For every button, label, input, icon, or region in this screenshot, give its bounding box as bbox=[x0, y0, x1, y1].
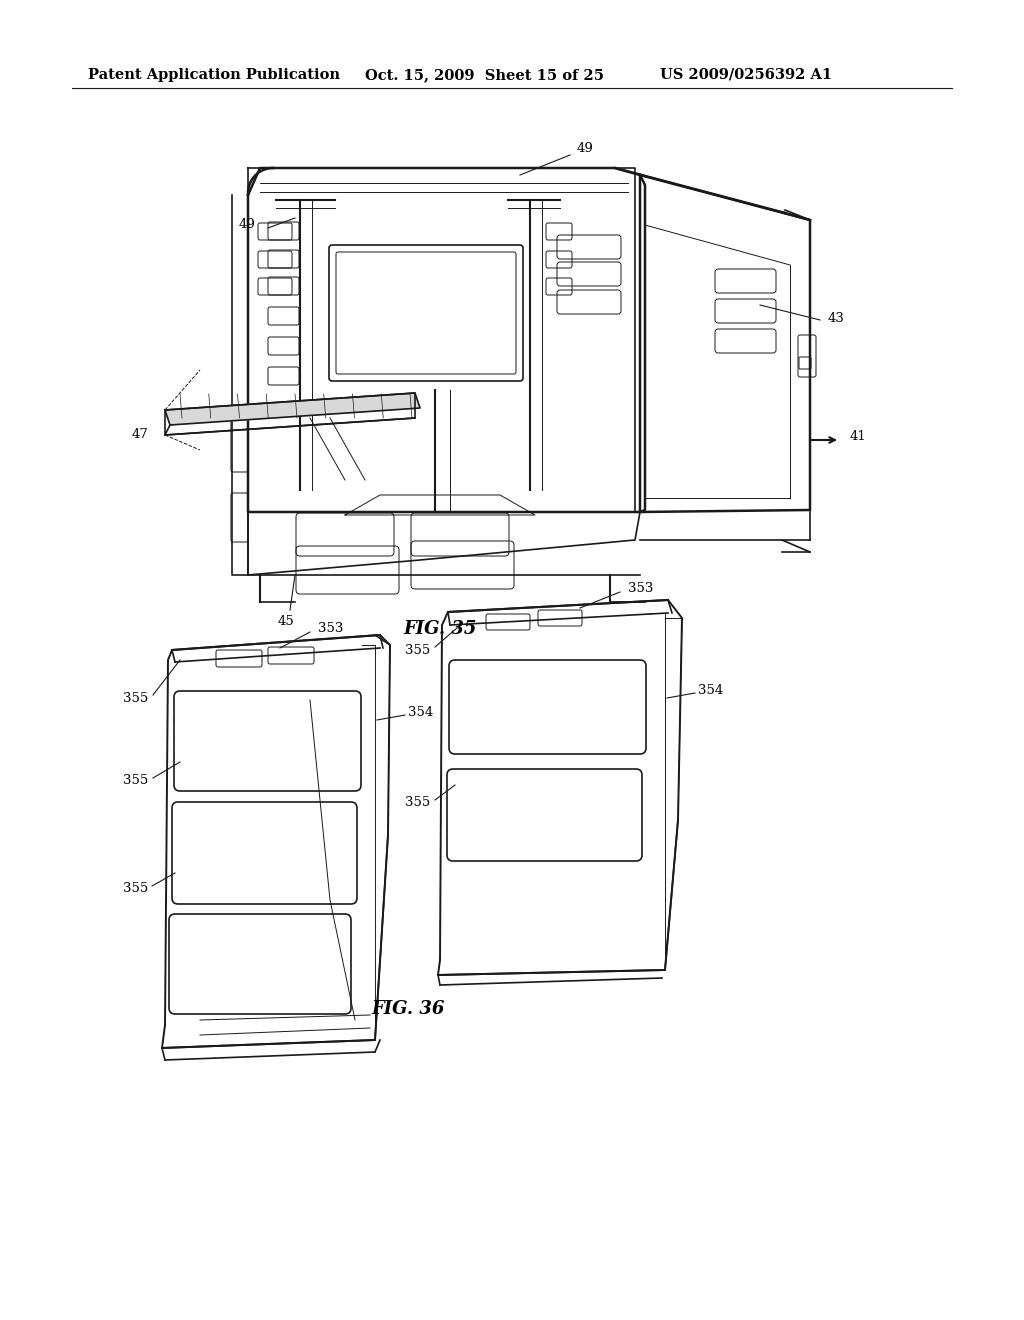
Text: 353: 353 bbox=[318, 622, 343, 635]
Text: 43: 43 bbox=[828, 312, 845, 325]
Text: 354: 354 bbox=[698, 684, 723, 697]
Text: US 2009/0256392 A1: US 2009/0256392 A1 bbox=[660, 69, 833, 82]
Text: 355: 355 bbox=[123, 774, 148, 787]
Text: 45: 45 bbox=[278, 615, 295, 628]
Polygon shape bbox=[165, 393, 420, 425]
Text: 41: 41 bbox=[850, 430, 866, 444]
Text: FIG. 36: FIG. 36 bbox=[372, 1001, 444, 1018]
Text: FIG. 35: FIG. 35 bbox=[403, 620, 477, 638]
Text: 353: 353 bbox=[628, 582, 653, 594]
Text: 355: 355 bbox=[404, 644, 430, 656]
Text: Oct. 15, 2009  Sheet 15 of 25: Oct. 15, 2009 Sheet 15 of 25 bbox=[365, 69, 604, 82]
Text: Patent Application Publication: Patent Application Publication bbox=[88, 69, 340, 82]
Text: 49: 49 bbox=[239, 219, 255, 231]
Text: 49: 49 bbox=[577, 141, 594, 154]
Text: 355: 355 bbox=[123, 882, 148, 895]
Text: 47: 47 bbox=[131, 429, 148, 441]
Text: 355: 355 bbox=[123, 692, 148, 705]
Text: 355: 355 bbox=[404, 796, 430, 808]
Text: 354: 354 bbox=[408, 706, 433, 719]
